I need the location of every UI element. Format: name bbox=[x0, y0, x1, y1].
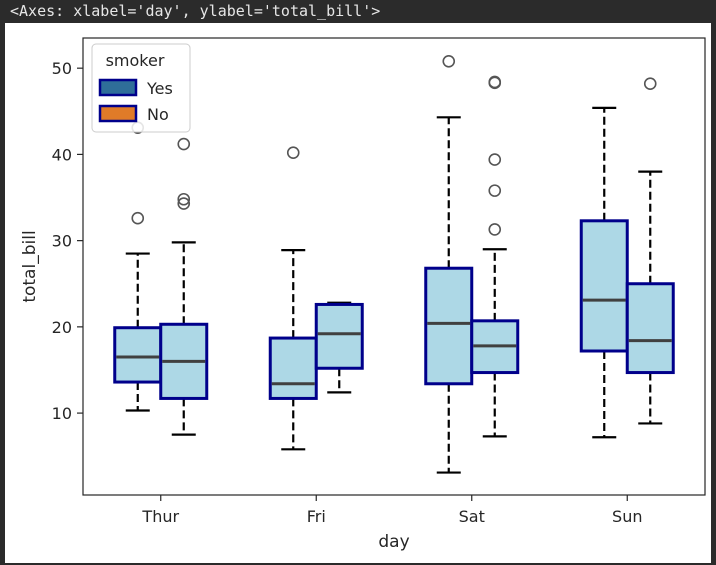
x-tick-label: Sat bbox=[459, 507, 485, 526]
box-iqr bbox=[314, 302, 364, 370]
box-yes-fri bbox=[268, 146, 318, 451]
legend-title: smoker bbox=[106, 51, 165, 70]
legend-label-no: No bbox=[147, 105, 169, 124]
y-tick-label: 20 bbox=[52, 318, 72, 337]
box-iqr bbox=[268, 336, 318, 400]
legend-swatch-yes bbox=[98, 78, 138, 97]
output-repr-text: <Axes: xlabel='day', ylabel='total_bill'… bbox=[10, 2, 381, 20]
outlier-point bbox=[286, 146, 300, 159]
box-yes-thur bbox=[113, 121, 163, 412]
outlier-point bbox=[488, 153, 502, 166]
y-tick-label: 40 bbox=[52, 145, 72, 164]
box-iqr bbox=[579, 219, 629, 353]
y-tick-label: 50 bbox=[52, 59, 72, 78]
outlier-point bbox=[488, 223, 502, 236]
x-axis-label: day bbox=[378, 532, 409, 552]
axes-layer: 10 20 30 40 50 Thur Fri Sat Sun day total_bill bbox=[20, 37, 706, 552]
outlier-point bbox=[177, 192, 191, 206]
outlier-point bbox=[643, 77, 657, 91]
y-tick-label: 10 bbox=[52, 404, 72, 423]
outlier-point bbox=[177, 137, 191, 151]
outlier-point bbox=[442, 54, 456, 68]
box-no-sat bbox=[470, 75, 520, 438]
box-yes-sun bbox=[579, 106, 629, 439]
box-yes-sat bbox=[424, 54, 474, 474]
x-tick-label: Fri bbox=[307, 507, 326, 526]
outlier-point bbox=[488, 75, 502, 89]
box-no-sun bbox=[625, 77, 675, 425]
box-iqr bbox=[625, 282, 675, 375]
boxplot-chart: 10 20 30 40 50 Thur Fri Sat Sun day total_bill smo… bbox=[20, 37, 706, 552]
legend: smoker Yes No bbox=[91, 43, 191, 133]
axes-frame bbox=[82, 37, 706, 496]
x-tick-label: Sun bbox=[612, 507, 642, 526]
x-tick-label: Thur bbox=[141, 507, 179, 526]
outlier-point bbox=[488, 184, 502, 197]
chart-canvas: 10 20 30 40 50 Thur Fri Sat Sun day total_bill smo… bbox=[5, 23, 711, 563]
box-no-fri bbox=[314, 301, 364, 394]
outlier-point bbox=[131, 211, 145, 225]
box-iqr bbox=[113, 326, 163, 384]
legend-label-yes: Yes bbox=[146, 79, 173, 98]
y-axis-label: total_bill bbox=[20, 230, 40, 302]
boxes-layer bbox=[113, 54, 675, 474]
box-no-thur bbox=[159, 137, 209, 436]
legend-swatch-no bbox=[98, 104, 138, 123]
y-tick-label: 30 bbox=[52, 232, 72, 251]
outlier-point bbox=[177, 197, 191, 210]
box-iqr bbox=[424, 266, 474, 386]
